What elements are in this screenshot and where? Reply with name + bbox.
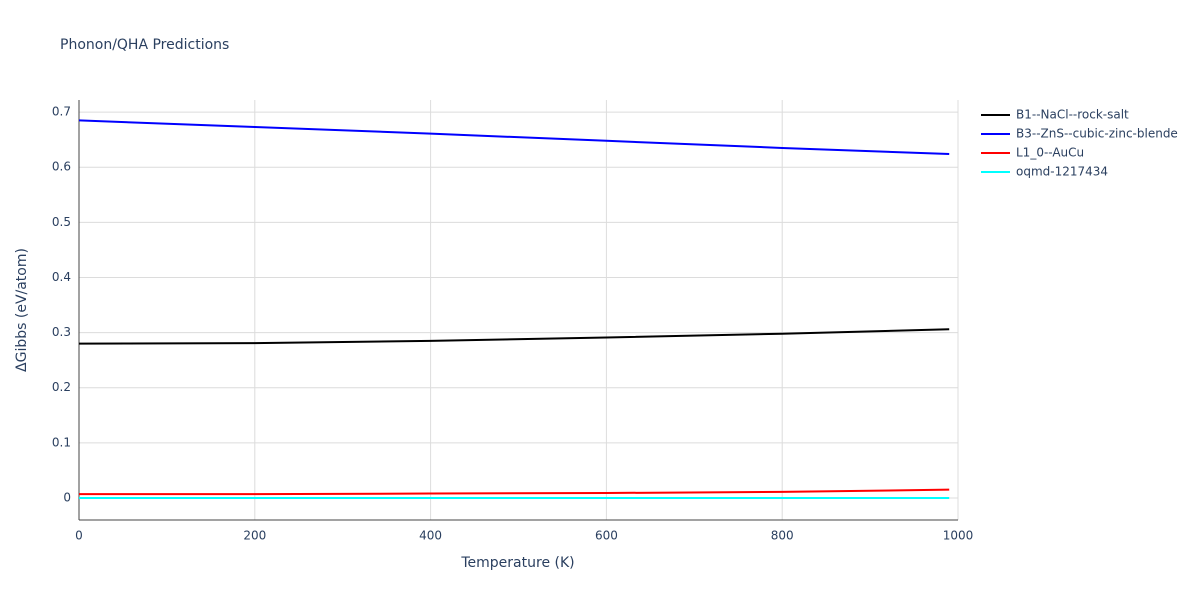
series-line bbox=[79, 488, 950, 496]
chart-title: Phonon/QHA Predictions bbox=[60, 37, 229, 53]
legend-label: B3--ZnS--cubic-zinc-blende bbox=[1016, 127, 1178, 141]
y-tick-label: 0.3 bbox=[52, 325, 71, 339]
y-tick-label: 0 bbox=[63, 490, 71, 504]
y-axis-title: ΔGibbs (eV/atom) bbox=[14, 248, 30, 372]
y-tick-label: 0.2 bbox=[52, 380, 71, 394]
x-tick-label: 1000 bbox=[943, 529, 974, 543]
legend-label: L1_0--AuCu bbox=[1016, 146, 1084, 160]
x-tick-label: 800 bbox=[771, 529, 794, 543]
legend-label: B1--NaCl--rock-salt bbox=[1016, 108, 1129, 122]
y-tick-label: 0.1 bbox=[52, 435, 71, 449]
x-tick-label: 400 bbox=[419, 529, 442, 543]
y-tick-label: 0.6 bbox=[52, 160, 71, 174]
y-tick-label: 0.4 bbox=[52, 270, 71, 284]
y-tick-label: 0.7 bbox=[52, 105, 71, 119]
legend-label: oqmd-1217434 bbox=[1016, 165, 1108, 179]
y-tick-label: 0.5 bbox=[52, 215, 71, 229]
series-line bbox=[78, 328, 950, 345]
x-tick-label: 0 bbox=[75, 529, 83, 543]
x-tick-label: 200 bbox=[243, 529, 266, 543]
series-line bbox=[78, 119, 950, 156]
x-axis-title: Temperature (K) bbox=[460, 555, 574, 571]
x-tick-label: 600 bbox=[595, 529, 618, 543]
